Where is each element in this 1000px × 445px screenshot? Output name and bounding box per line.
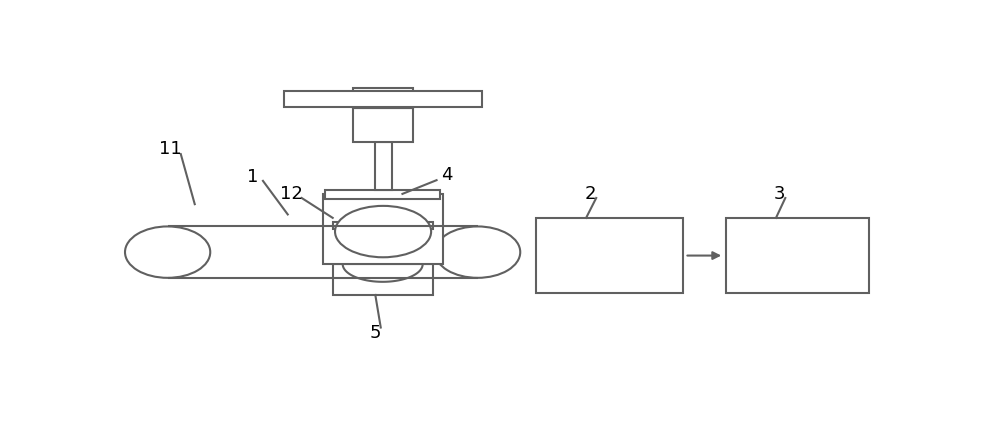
Text: 1: 1 — [247, 168, 259, 186]
Ellipse shape — [125, 227, 210, 278]
Text: 11: 11 — [159, 140, 181, 158]
Bar — [333, 222, 433, 229]
Bar — [333, 264, 433, 295]
Ellipse shape — [435, 227, 520, 278]
Text: 2: 2 — [584, 185, 596, 203]
Ellipse shape — [335, 206, 431, 257]
Text: 12: 12 — [280, 185, 303, 203]
Bar — [323, 194, 443, 264]
Text: 4: 4 — [441, 166, 452, 184]
Bar — [284, 91, 482, 106]
Text: 3: 3 — [774, 185, 786, 203]
Text: 5: 5 — [370, 324, 381, 342]
Bar — [325, 190, 440, 199]
Bar — [353, 88, 413, 108]
Bar — [353, 108, 413, 142]
Bar — [375, 142, 392, 190]
Bar — [536, 218, 683, 293]
Bar — [726, 218, 869, 293]
